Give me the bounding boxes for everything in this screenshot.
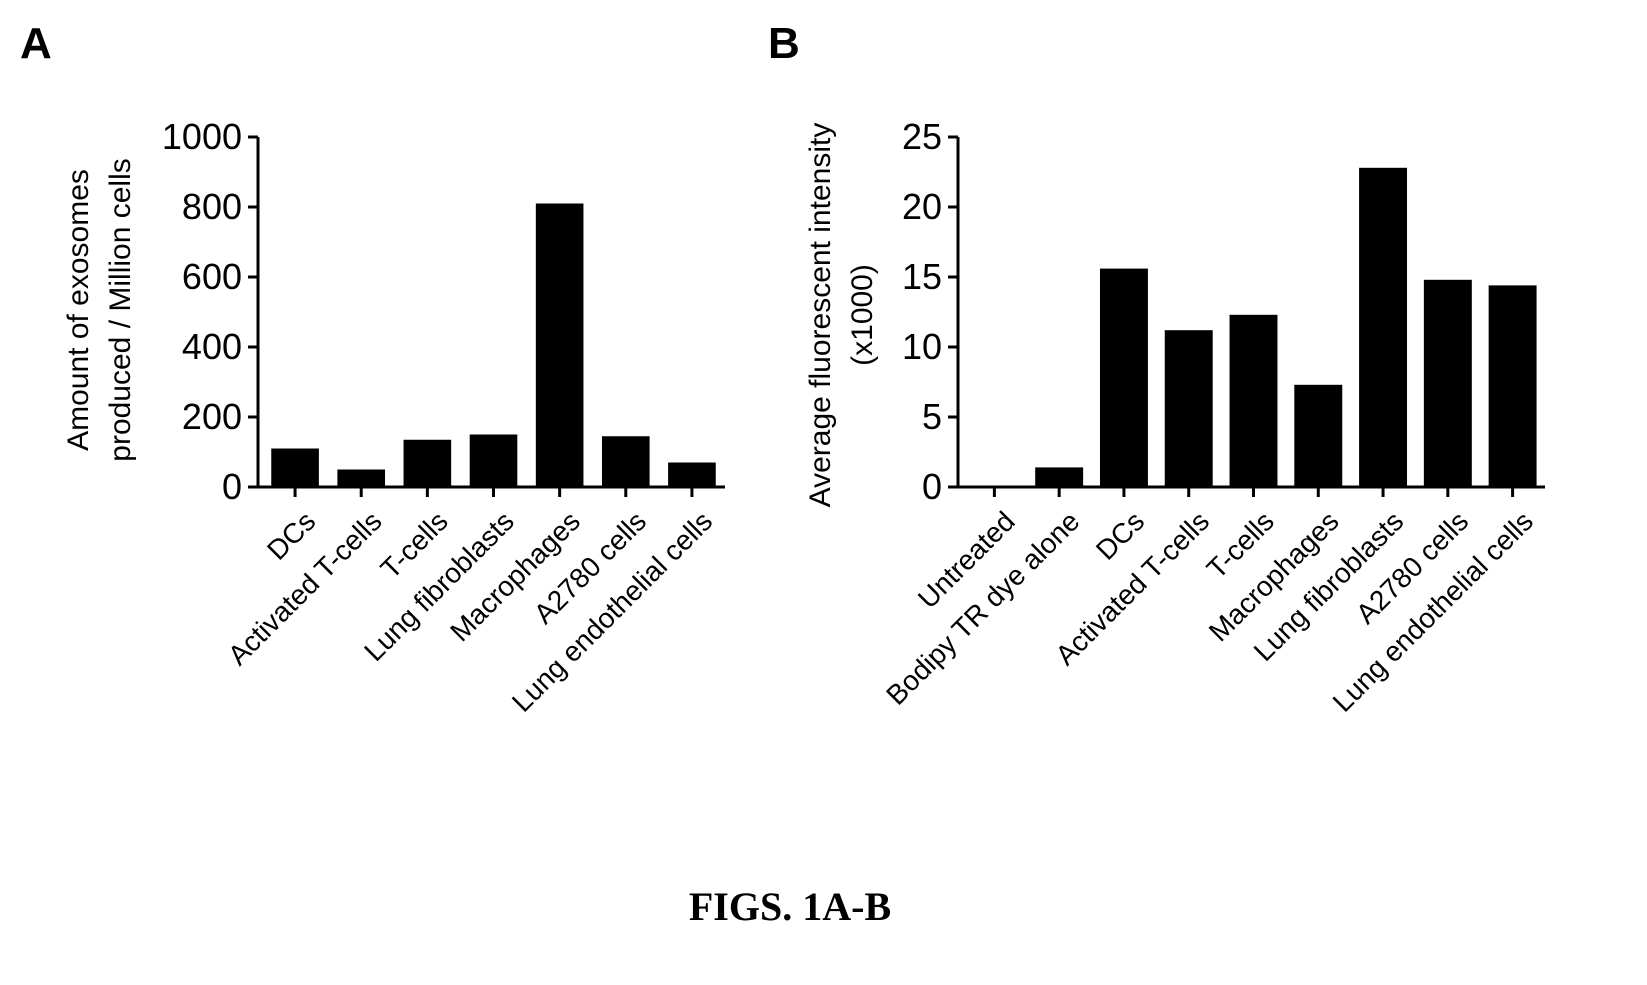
bar bbox=[1229, 314, 1278, 487]
bar bbox=[403, 439, 452, 487]
bar bbox=[469, 434, 518, 487]
bar bbox=[1099, 268, 1148, 487]
y-tick-label: 400 bbox=[182, 326, 242, 367]
y-tick-label: 1000 bbox=[162, 116, 242, 157]
bar bbox=[1164, 330, 1213, 487]
y-tick-label: 5 bbox=[922, 396, 942, 437]
panel-b-label: B bbox=[768, 19, 800, 68]
bar bbox=[1035, 467, 1084, 487]
y-tick-label: 800 bbox=[182, 186, 242, 227]
bar bbox=[1488, 285, 1537, 487]
bar bbox=[1294, 384, 1343, 487]
y-tick-label: 10 bbox=[902, 326, 942, 367]
y-tick-label: 25 bbox=[902, 116, 942, 157]
bar bbox=[271, 448, 319, 487]
y-tick-label: 200 bbox=[182, 396, 242, 437]
bar bbox=[337, 469, 386, 487]
y-tick-label: 20 bbox=[902, 186, 942, 227]
y-axis-label: Average fluorescent intensity bbox=[804, 123, 837, 508]
y-axis-label: produced / Million cells bbox=[104, 158, 137, 461]
y-tick-label: 0 bbox=[222, 466, 242, 507]
x-tick-label: DCs bbox=[261, 505, 321, 565]
bar bbox=[668, 462, 716, 487]
panel-a-label: A bbox=[20, 19, 52, 68]
y-tick-label: 0 bbox=[922, 466, 942, 507]
bar bbox=[1423, 279, 1472, 487]
figure-caption: FIGS. 1A-B bbox=[689, 884, 891, 929]
y-tick-label: 15 bbox=[902, 256, 942, 297]
bar bbox=[535, 203, 584, 487]
y-axis-label: (x1000) bbox=[846, 264, 879, 366]
bar bbox=[601, 436, 650, 487]
y-axis-label: Amount of exosomes bbox=[62, 169, 95, 451]
bar bbox=[1359, 167, 1408, 488]
y-tick-label: 600 bbox=[182, 256, 242, 297]
